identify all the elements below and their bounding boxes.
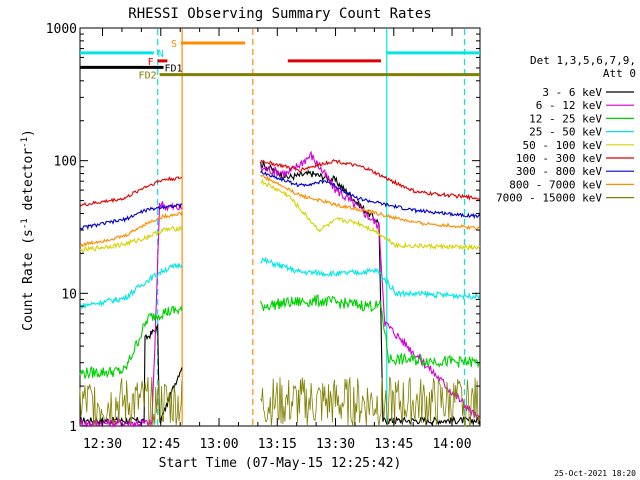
legend-label: 25 - 50 keV bbox=[529, 126, 602, 139]
x-axis: 12:30 12:45 13:00 13:15 13:30 13:45 14:00 bbox=[83, 28, 472, 452]
legend-label: 12 - 25 keV bbox=[529, 112, 602, 125]
series-line bbox=[79, 376, 481, 427]
flag-label: S bbox=[171, 39, 177, 50]
legend-label: 3 - 6 keV bbox=[542, 86, 602, 99]
flag-label: FD1 bbox=[164, 63, 182, 74]
chart-title: RHESSI Observing Summary Count Rates bbox=[128, 6, 431, 22]
plot-frame bbox=[79, 27, 481, 427]
series-line bbox=[79, 174, 481, 248]
flag-label: FD2 bbox=[139, 71, 157, 82]
series-lines bbox=[79, 150, 481, 428]
y-axis: 1 10 100 1000 bbox=[46, 22, 480, 435]
x-tick-label: 12:30 bbox=[83, 437, 122, 452]
series-line bbox=[79, 178, 481, 254]
y-axis-label-mid: detector bbox=[21, 148, 36, 219]
flag-label: F bbox=[148, 57, 154, 68]
y-axis-label: Count Rate (s-1 detector-1) bbox=[20, 129, 36, 331]
series-line bbox=[79, 169, 481, 231]
y-tick-label: 100 bbox=[54, 155, 77, 170]
x-tick-label: 14:00 bbox=[432, 437, 471, 452]
y-tick-label: 1 bbox=[69, 420, 77, 435]
x-tick-label: 13:00 bbox=[199, 437, 238, 452]
legend-label: 7000 - 15000 keV bbox=[496, 192, 602, 205]
legend-label: 300 - 800 keV bbox=[516, 165, 602, 178]
y-axis-label-sup2: -1 bbox=[20, 137, 30, 148]
x-tick-label: 13:45 bbox=[374, 437, 413, 452]
y-axis-label-main: Count Rate (s bbox=[21, 229, 36, 331]
legend-label: 100 - 300 keV bbox=[516, 152, 602, 165]
x-tick-label: 13:15 bbox=[258, 437, 297, 452]
legend-label: 50 - 100 keV bbox=[523, 139, 603, 152]
timestamp: 25-Oct-2021 18:20 bbox=[554, 469, 636, 478]
plot-content: NS F FD1 FD2 bbox=[79, 29, 481, 428]
y-axis-label-end: ) bbox=[21, 129, 36, 137]
legend-title: Det 1,3,5,6,7,9, bbox=[530, 54, 636, 67]
flag-label: N bbox=[158, 49, 164, 60]
legend-label: 800 - 7000 keV bbox=[509, 178, 602, 191]
legend-title: Att 0 bbox=[603, 67, 636, 80]
series-line bbox=[79, 158, 481, 208]
legend-label: 6 - 12 keV bbox=[536, 99, 603, 112]
x-axis-label: Start Time (07-May-15 12:25:42) bbox=[159, 456, 402, 471]
x-tick-label: 13:30 bbox=[316, 437, 355, 452]
series-line bbox=[79, 161, 481, 427]
x-tick-label: 12:45 bbox=[141, 437, 180, 452]
series-line bbox=[79, 294, 481, 380]
series-line bbox=[79, 256, 481, 310]
y-tick-label: 10 bbox=[61, 287, 77, 302]
y-axis-label-sup1: -1 bbox=[20, 218, 30, 229]
y-tick-label: 1000 bbox=[46, 22, 77, 37]
